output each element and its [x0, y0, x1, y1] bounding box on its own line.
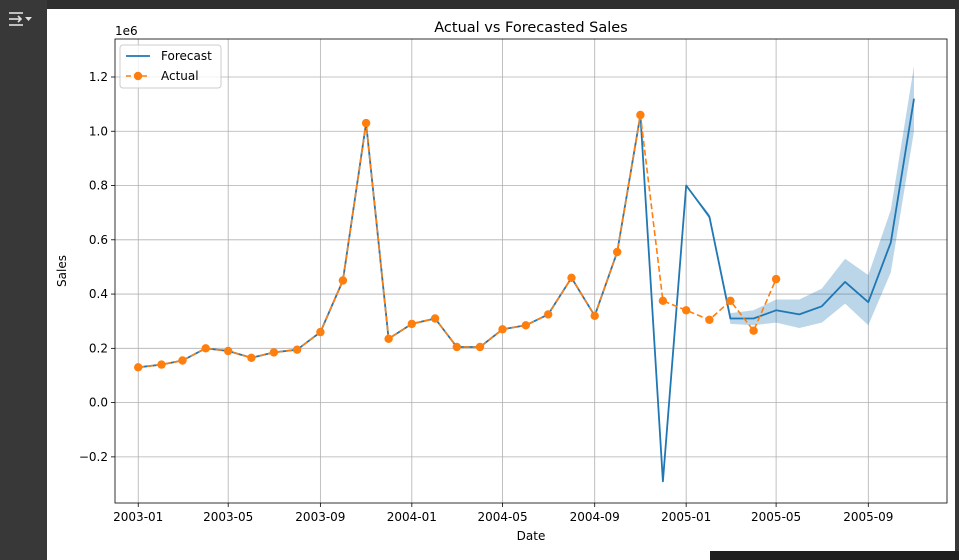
y-tick-label: 0.4 [89, 287, 108, 301]
actual-point [407, 319, 416, 329]
x-tick-label: 2005-09 [843, 510, 893, 524]
actual-point [544, 310, 553, 319]
x-tick-label: 2004-01 [387, 510, 437, 524]
actual-point [269, 348, 279, 357]
forecast-line [138, 98, 915, 483]
actual-point [498, 325, 507, 334]
y-tick-label: 1.2 [89, 70, 108, 84]
x-tick-label: 2003-09 [295, 510, 345, 524]
forecast-confidence-band [138, 66, 914, 482]
y-axis-label: Sales [55, 255, 69, 287]
x-tick-label: 2004-09 [570, 510, 620, 524]
y-tick-label: 0.2 [89, 341, 108, 355]
x-tick-label: 2005-05 [751, 510, 801, 524]
x-axis-ticks: 2003-01 2003-05 2003-09 2004-01 2004-05 2004-… [113, 503, 893, 524]
x-tick-label: 2003-05 [203, 510, 253, 524]
y-tick-label: −0.2 [79, 450, 108, 464]
actual-point [247, 353, 256, 362]
actual-point [224, 346, 233, 356]
actual-point [705, 315, 714, 324]
left-sidebar [0, 0, 47, 560]
actual-point [384, 334, 393, 343]
top-bar [47, 0, 959, 9]
actual-point [771, 274, 781, 284]
actual-point [475, 342, 485, 352]
actual-point [201, 344, 210, 353]
actual-point [682, 306, 691, 315]
chart-title: Actual vs Forecasted Sales [434, 20, 627, 36]
y-tick-label: 0.0 [89, 396, 108, 410]
y-axis-ticks: −0.2 0.0 0.2 0.4 0.6 0.8 1.0 1.2 [79, 70, 115, 464]
x-tick-label: 2003-01 [113, 510, 163, 524]
forecast-band [138, 66, 914, 482]
actual-point [567, 273, 576, 282]
plot-frame [114, 38, 948, 504]
actual-point [178, 356, 187, 365]
x-tick-label: 2004-05 [477, 510, 527, 524]
legend-forecast-label: Forecast [161, 49, 212, 63]
actual-point [134, 363, 143, 372]
actual-point [521, 321, 530, 330]
actual-markers [134, 110, 781, 372]
legend-actual-marker [133, 71, 143, 81]
y-tick-label: 1.0 [89, 124, 108, 138]
y-tick-label: 0.6 [89, 233, 108, 247]
x-tick-label: 2005-01 [661, 510, 711, 524]
actual-point [726, 296, 735, 305]
actual-point [157, 360, 166, 369]
series-lines [138, 98, 915, 483]
y-offset-label: 1e6 [115, 24, 138, 38]
grid-lines [115, 39, 947, 503]
actual-point [292, 345, 302, 354]
actual-line [138, 114, 777, 369]
legend-actual-label: Actual [161, 69, 199, 83]
x-axis-label: Date [517, 529, 546, 543]
actual-point [658, 296, 668, 305]
collapse-panel-icon[interactable] [7, 10, 33, 32]
bottom-bar [710, 551, 959, 560]
actual-point [452, 342, 461, 352]
actual-point [316, 327, 325, 337]
chart-figure: 2003-01 2003-05 2003-09 2004-01 2004-05 2004-… [47, 9, 955, 560]
actual-point [590, 311, 599, 320]
actual-point [749, 326, 758, 335]
sales-chart: 2003-01 2003-05 2003-09 2004-01 2004-05 2004-… [55, 20, 948, 543]
actual-point [613, 247, 622, 257]
actual-point [636, 110, 645, 120]
actual-point [338, 276, 348, 285]
y-tick-label: 0.8 [89, 179, 108, 193]
actual-point [361, 118, 371, 128]
legend: Forecast Actual [119, 44, 222, 89]
actual-point [430, 314, 440, 323]
